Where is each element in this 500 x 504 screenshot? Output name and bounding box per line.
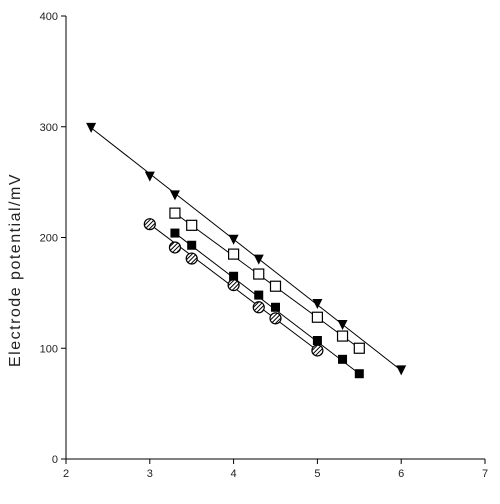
x-tick-label: 3 — [147, 468, 153, 480]
data-point-series-4 — [227, 279, 240, 292]
data-point-series-2 — [253, 268, 265, 280]
y-tick-label: 100 — [40, 343, 58, 355]
x-tick-label: 5 — [314, 468, 320, 480]
data-point-series-4 — [168, 241, 182, 254]
x-tick-label: 2 — [63, 468, 69, 480]
data-point-series-4 — [269, 312, 282, 325]
data-point-series-1 — [86, 122, 97, 133]
data-point-series-2 — [228, 248, 240, 260]
data-point-series-4 — [143, 218, 156, 231]
y-tick-label: 0 — [52, 454, 58, 466]
x-tick-label: 7 — [482, 468, 488, 480]
data-point-series-4 — [185, 252, 198, 265]
data-point-series-3 — [229, 271, 239, 281]
data-point-series-1 — [144, 171, 155, 182]
data-point-series-4 — [252, 301, 265, 314]
y-tick-label: 200 — [40, 233, 58, 245]
data-point-series-3 — [254, 290, 264, 300]
data-point-series-3 — [271, 302, 280, 312]
data-point-series-3 — [338, 354, 348, 364]
data-point-series-2 — [336, 330, 349, 342]
data-point-series-2 — [311, 311, 323, 323]
plot-area: 0 100 200 300 400 2 3 4 5 6 7 — [40, 11, 488, 480]
fit-line-series-2 — [174, 212, 360, 349]
data-point-series-1 — [312, 298, 323, 309]
y-tick-label: 400 — [40, 11, 58, 23]
data-point-series-1 — [169, 190, 180, 201]
data-point-series-3 — [354, 369, 364, 379]
y-tick-label: 300 — [40, 122, 58, 134]
data-point-series-3 — [187, 240, 197, 250]
data-point-series-3 — [170, 228, 180, 238]
data-point-series-2 — [169, 207, 181, 219]
data-point-series-2 — [353, 342, 365, 354]
x-tick-label: 4 — [231, 468, 237, 480]
x-tick-label: 6 — [398, 468, 404, 480]
y-axis-label: Electrode potential/mV — [7, 173, 24, 367]
fit-line-series-1 — [90, 127, 402, 371]
data-point-series-1 — [253, 254, 264, 265]
data-point-series-1 — [228, 234, 239, 245]
data-point-series-2 — [186, 219, 198, 231]
data-point-series-2 — [269, 280, 282, 292]
data-point-series-4 — [311, 344, 324, 357]
data-point-series-1 — [396, 365, 407, 376]
data-point-series-3 — [312, 335, 322, 345]
fit-line-series-3 — [174, 232, 360, 375]
data-point-series-1 — [337, 319, 348, 330]
